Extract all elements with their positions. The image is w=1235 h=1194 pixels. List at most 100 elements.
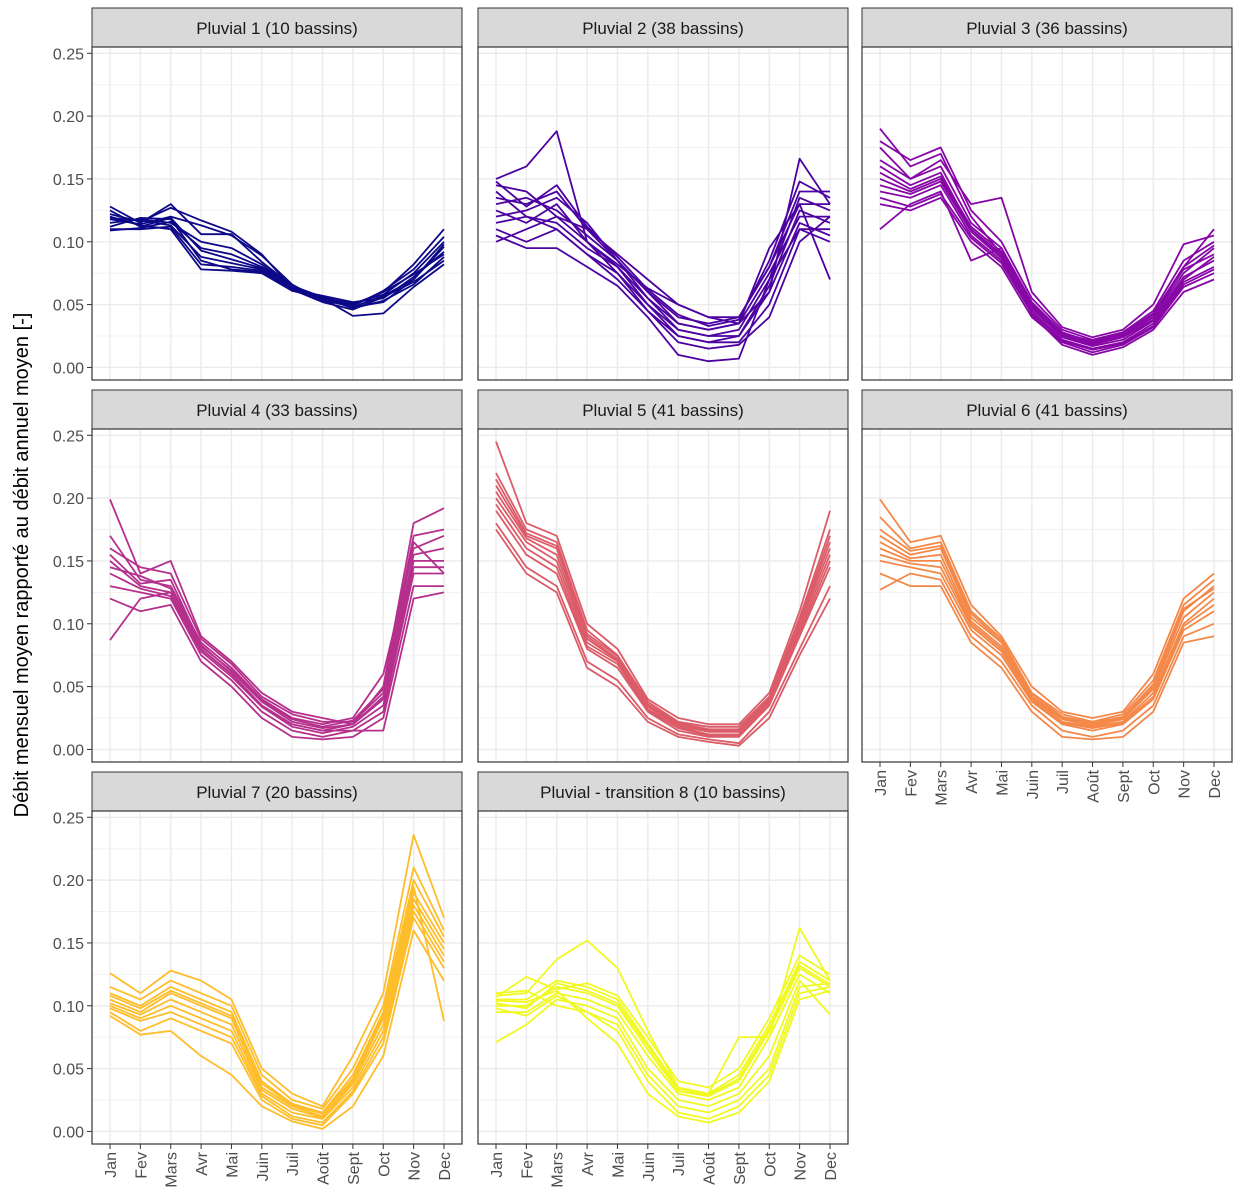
x-tick-label: Juil xyxy=(285,1152,302,1176)
series-line xyxy=(879,516,1215,723)
x-tick-label: Juin xyxy=(641,1152,658,1181)
series-line xyxy=(879,528,1215,724)
x-tick-label: Août xyxy=(702,1151,719,1184)
series-line xyxy=(496,967,831,1098)
series-line xyxy=(879,146,1215,339)
facet-strip xyxy=(477,7,849,48)
x-tick-label: Fev xyxy=(903,770,920,797)
series-line xyxy=(495,503,831,737)
x-tick-label: Jan xyxy=(489,1152,506,1178)
x-tick-label: Juin xyxy=(255,1152,272,1181)
panel-border xyxy=(477,46,849,381)
series-line xyxy=(495,180,831,327)
series-line xyxy=(109,572,444,738)
series-line xyxy=(495,184,830,319)
x-tick-label: Mars xyxy=(164,1152,181,1188)
facet-panel: Pluvial 7 (20 bassins) 0.00 0.05 0.10 0.15 0.… xyxy=(53,771,463,1188)
x-tick-label: Sept xyxy=(1116,769,1133,802)
series-line xyxy=(879,165,1215,345)
x-tick-label: Nov xyxy=(793,1152,810,1180)
panel-background xyxy=(92,47,462,380)
y-axis-label: Débit mensuel moyen rapporté au débit an… xyxy=(11,313,33,818)
series-line xyxy=(109,904,445,1120)
x-tick-label: Juil xyxy=(1055,770,1072,794)
x-tick-label: Oct xyxy=(376,1151,393,1176)
series-line xyxy=(495,203,831,337)
series-line xyxy=(879,541,1215,727)
facet-title: Pluvial 4 (33 bassins) xyxy=(196,401,358,420)
x-tick-label: Oct xyxy=(762,1151,779,1176)
facet-panel: Pluvial 2 (38 bassins) xyxy=(477,7,849,381)
y-tick-label: 0.00 xyxy=(53,1124,84,1141)
y-tick-label: 0.05 xyxy=(53,1062,84,1079)
series-line xyxy=(495,196,831,331)
facet-strip xyxy=(91,7,463,48)
series-line xyxy=(109,898,445,1119)
panel-border xyxy=(861,46,1233,381)
y-tick-label: 0.05 xyxy=(53,680,84,697)
panel-border xyxy=(91,46,463,381)
series-line xyxy=(495,528,831,747)
series-line xyxy=(495,491,831,733)
panel-border xyxy=(91,428,463,763)
facet-strip xyxy=(91,771,463,812)
y-tick-label: 0.15 xyxy=(53,172,84,189)
x-tick-label: Avr xyxy=(580,1151,597,1175)
series-line xyxy=(109,217,445,311)
y-tick-label: 0.25 xyxy=(53,810,84,827)
x-tick-label: Mars xyxy=(550,1152,567,1188)
series-line xyxy=(879,171,1215,342)
x-tick-label: Mai xyxy=(994,770,1011,796)
facet-strip xyxy=(91,389,463,430)
x-tick-label: Oct xyxy=(1146,769,1163,794)
series-line xyxy=(495,989,831,1124)
series-line xyxy=(109,910,445,1124)
y-tick-label: 0.15 xyxy=(53,936,84,953)
x-tick-label: Jan xyxy=(103,1152,120,1178)
facet-title: Pluvial - transition 8 (10 bassins) xyxy=(540,783,786,802)
series-line xyxy=(109,206,445,305)
facet-strip xyxy=(477,389,849,430)
y-tick-label: 0.15 xyxy=(53,554,84,571)
x-tick-label: Juil xyxy=(671,1152,688,1176)
y-tick-label: 0.10 xyxy=(53,235,84,252)
x-tick-label: Dec xyxy=(437,1152,454,1180)
panel-background xyxy=(478,429,848,762)
x-tick-label: Mai xyxy=(610,1152,627,1178)
series-line xyxy=(495,982,831,1114)
y-tick-label: 0.10 xyxy=(53,999,84,1016)
x-tick-label: Avr xyxy=(194,1151,211,1175)
series-line xyxy=(879,572,1215,738)
facet-title: Pluvial 7 (20 bassins) xyxy=(196,783,358,802)
series-line xyxy=(109,541,445,729)
facet-title: Pluvial 5 (41 bassins) xyxy=(582,401,744,420)
x-tick-label: Nov xyxy=(407,1152,424,1180)
x-tick-label: Août xyxy=(1086,769,1103,802)
series-line xyxy=(109,879,445,1114)
panel-border xyxy=(477,810,849,1145)
panel-border xyxy=(477,428,849,763)
facet-panel: Pluvial 6 (41 bassins) Jan Fev Mars Avr Mai Ju… xyxy=(861,389,1233,806)
series-line xyxy=(879,180,1215,347)
y-tick-label: 0.20 xyxy=(53,873,84,890)
series-line xyxy=(879,553,1215,729)
x-tick-label: Août xyxy=(316,1151,333,1184)
series-line xyxy=(879,190,1215,356)
facet-panel: Pluvial - transition 8 (10 bassins) Jan Fe… xyxy=(477,771,849,1188)
series-line xyxy=(496,973,831,1101)
y-tick-label: 0.00 xyxy=(53,742,84,759)
series-line xyxy=(109,534,445,726)
y-tick-label: 0.25 xyxy=(53,428,84,445)
y-tick-label: 0.25 xyxy=(53,46,84,63)
series-line xyxy=(495,964,831,1096)
x-tick-label: Dec xyxy=(1207,770,1224,798)
facet-title: Pluvial 3 (36 bassins) xyxy=(966,19,1128,38)
facet-strip xyxy=(861,389,1233,430)
series-line xyxy=(109,217,445,306)
x-tick-label: Fev xyxy=(133,1152,150,1179)
x-tick-label: Sept xyxy=(346,1151,363,1184)
facet-panel: Pluvial 1 (10 bassins) 0.00 0.05 0.10 0.15 0.… xyxy=(53,7,463,381)
series-line xyxy=(879,140,1215,341)
facet-strip xyxy=(861,7,1233,48)
